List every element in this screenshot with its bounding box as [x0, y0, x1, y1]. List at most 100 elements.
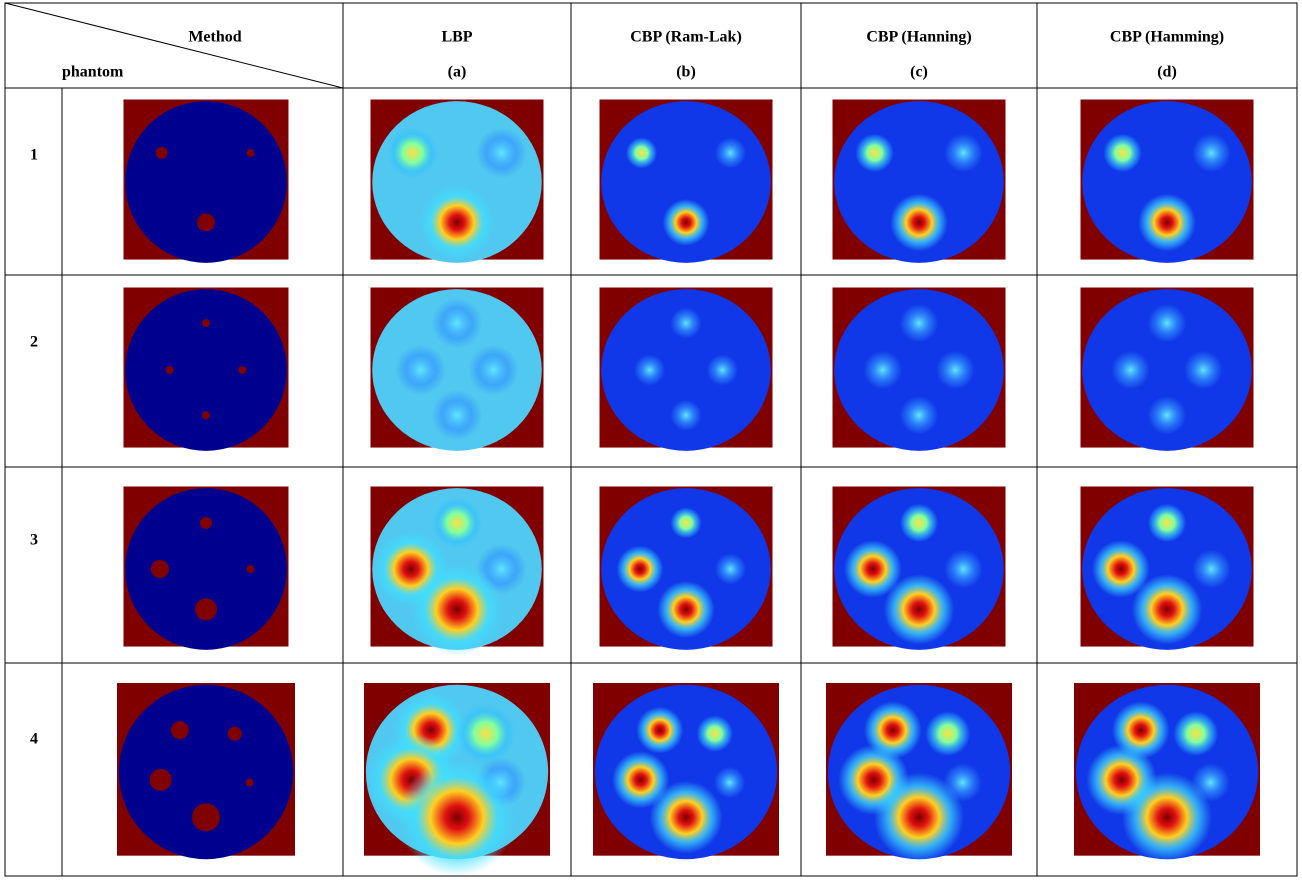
- column-header: CBP (Hamming): [1110, 29, 1224, 46]
- phantom-header: phantom: [62, 64, 124, 81]
- inclusion: [227, 726, 242, 741]
- reconstruction-blob: [1192, 549, 1231, 589]
- reconstruction-blob: [1192, 133, 1231, 173]
- column-label: (d): [1157, 64, 1177, 81]
- reconstruction-blob: [863, 350, 902, 390]
- inclusion: [165, 366, 174, 374]
- reconstruction-blob: [476, 127, 527, 179]
- domain-circle: [118, 684, 294, 860]
- reconstruction-image: [599, 99, 773, 263]
- table-rules: [4, 2, 1298, 877]
- reconstruction-image: [1080, 99, 1254, 263]
- domain-circle: [125, 289, 287, 451]
- row-label: 1: [30, 147, 38, 164]
- phantom-image: [123, 486, 289, 650]
- reconstruction-blob: [714, 553, 747, 585]
- column-label: (c): [910, 64, 928, 81]
- reconstruction-blob: [706, 354, 738, 386]
- reconstruction-image: [826, 683, 1012, 863]
- method-header: Method: [188, 29, 241, 46]
- reconstruction-image: [832, 287, 1006, 451]
- column-header: CBP (Hanning): [866, 29, 971, 46]
- reconstruction-blob: [1103, 133, 1142, 173]
- reconstruction-blob: [1184, 350, 1223, 390]
- reconstruction-blob: [431, 297, 483, 349]
- reconstruction-blob: [398, 758, 516, 877]
- inclusion: [202, 319, 210, 328]
- domain-circle: [601, 289, 771, 451]
- reconstruction-blob: [936, 350, 975, 390]
- reconstruction-blob: [636, 706, 684, 754]
- reconstruction-blob: [649, 780, 723, 854]
- reconstruction-blob: [395, 344, 446, 396]
- domain-circle: [834, 289, 1004, 451]
- reconstruction-image: [1080, 287, 1254, 451]
- reconstruction-blob: [662, 199, 710, 246]
- reconstruction-blob: [670, 507, 702, 539]
- diagonal-line: [4, 2, 344, 89]
- reconstruction-blob: [1112, 701, 1170, 759]
- reconstruction-blob: [410, 563, 504, 656]
- reconstruction-blob: [925, 711, 971, 757]
- column-header: LBP: [441, 29, 472, 46]
- reconstruction-blob: [657, 580, 715, 639]
- reconstruction-image: [370, 486, 544, 656]
- reconstruction-blob: [468, 344, 519, 396]
- inclusion: [238, 366, 247, 374]
- column-label: (a): [448, 64, 467, 81]
- reconstruction-blob: [714, 766, 746, 799]
- inclusion: [155, 146, 168, 159]
- inclusion: [170, 721, 189, 740]
- reconstruction-blob: [855, 133, 894, 173]
- reconstruction-image: [370, 287, 544, 451]
- domain-circle: [601, 488, 771, 650]
- reconstruction-blob: [899, 396, 939, 435]
- inclusion: [246, 148, 255, 157]
- reconstruction-blob: [696, 715, 733, 752]
- reconstruction-image: [599, 486, 773, 650]
- inclusion: [150, 560, 169, 578]
- row-label: 3: [30, 532, 38, 549]
- reconstruction-image: [364, 683, 550, 877]
- reconstruction-blob: [1138, 193, 1196, 252]
- reconstruction-blob: [714, 137, 747, 169]
- reconstruction-blob: [1147, 503, 1187, 543]
- domain-circle: [1082, 488, 1252, 650]
- reconstruction-blob: [890, 193, 948, 252]
- reconstruction-image: [1074, 683, 1260, 863]
- reconstruction-blob: [670, 307, 702, 339]
- inclusion: [246, 565, 255, 573]
- reconstruction-blob: [899, 303, 939, 343]
- inclusion: [197, 213, 215, 232]
- row-label: 4: [30, 731, 38, 748]
- reconstruction-image: [370, 99, 544, 263]
- domain-circle: [125, 101, 287, 263]
- reconstruction-blob: [1131, 574, 1203, 645]
- reconstruction-image: [1080, 486, 1254, 650]
- reconstruction-blob: [864, 701, 922, 759]
- reconstruction-blob: [1173, 711, 1219, 757]
- reconstruction-blob: [431, 390, 483, 441]
- reconstruction-image: [593, 683, 779, 860]
- reconstruction-image: [599, 287, 773, 451]
- reconstruction-blob: [456, 704, 516, 764]
- domain-circle: [125, 488, 287, 650]
- domain-circle: [372, 289, 542, 451]
- reconstruction-image: [832, 486, 1006, 650]
- reconstruction-blob: [1147, 303, 1187, 343]
- inclusion: [202, 411, 210, 420]
- inclusion: [195, 598, 217, 621]
- domain-circle: [834, 488, 1004, 650]
- phantom-image: [123, 287, 289, 451]
- inclusion: [200, 516, 212, 529]
- reconstruction-blob: [1147, 396, 1187, 435]
- reconstruction-image: [832, 99, 1006, 263]
- reconstruction-blob: [612, 751, 670, 809]
- row-label: 2: [30, 334, 38, 351]
- reconstruction-blob: [419, 184, 495, 261]
- reconstruction-blob: [899, 503, 939, 543]
- column-header: CBP (Ram-Lak): [630, 29, 742, 46]
- phantom-image: [117, 683, 295, 860]
- inclusion: [149, 768, 172, 791]
